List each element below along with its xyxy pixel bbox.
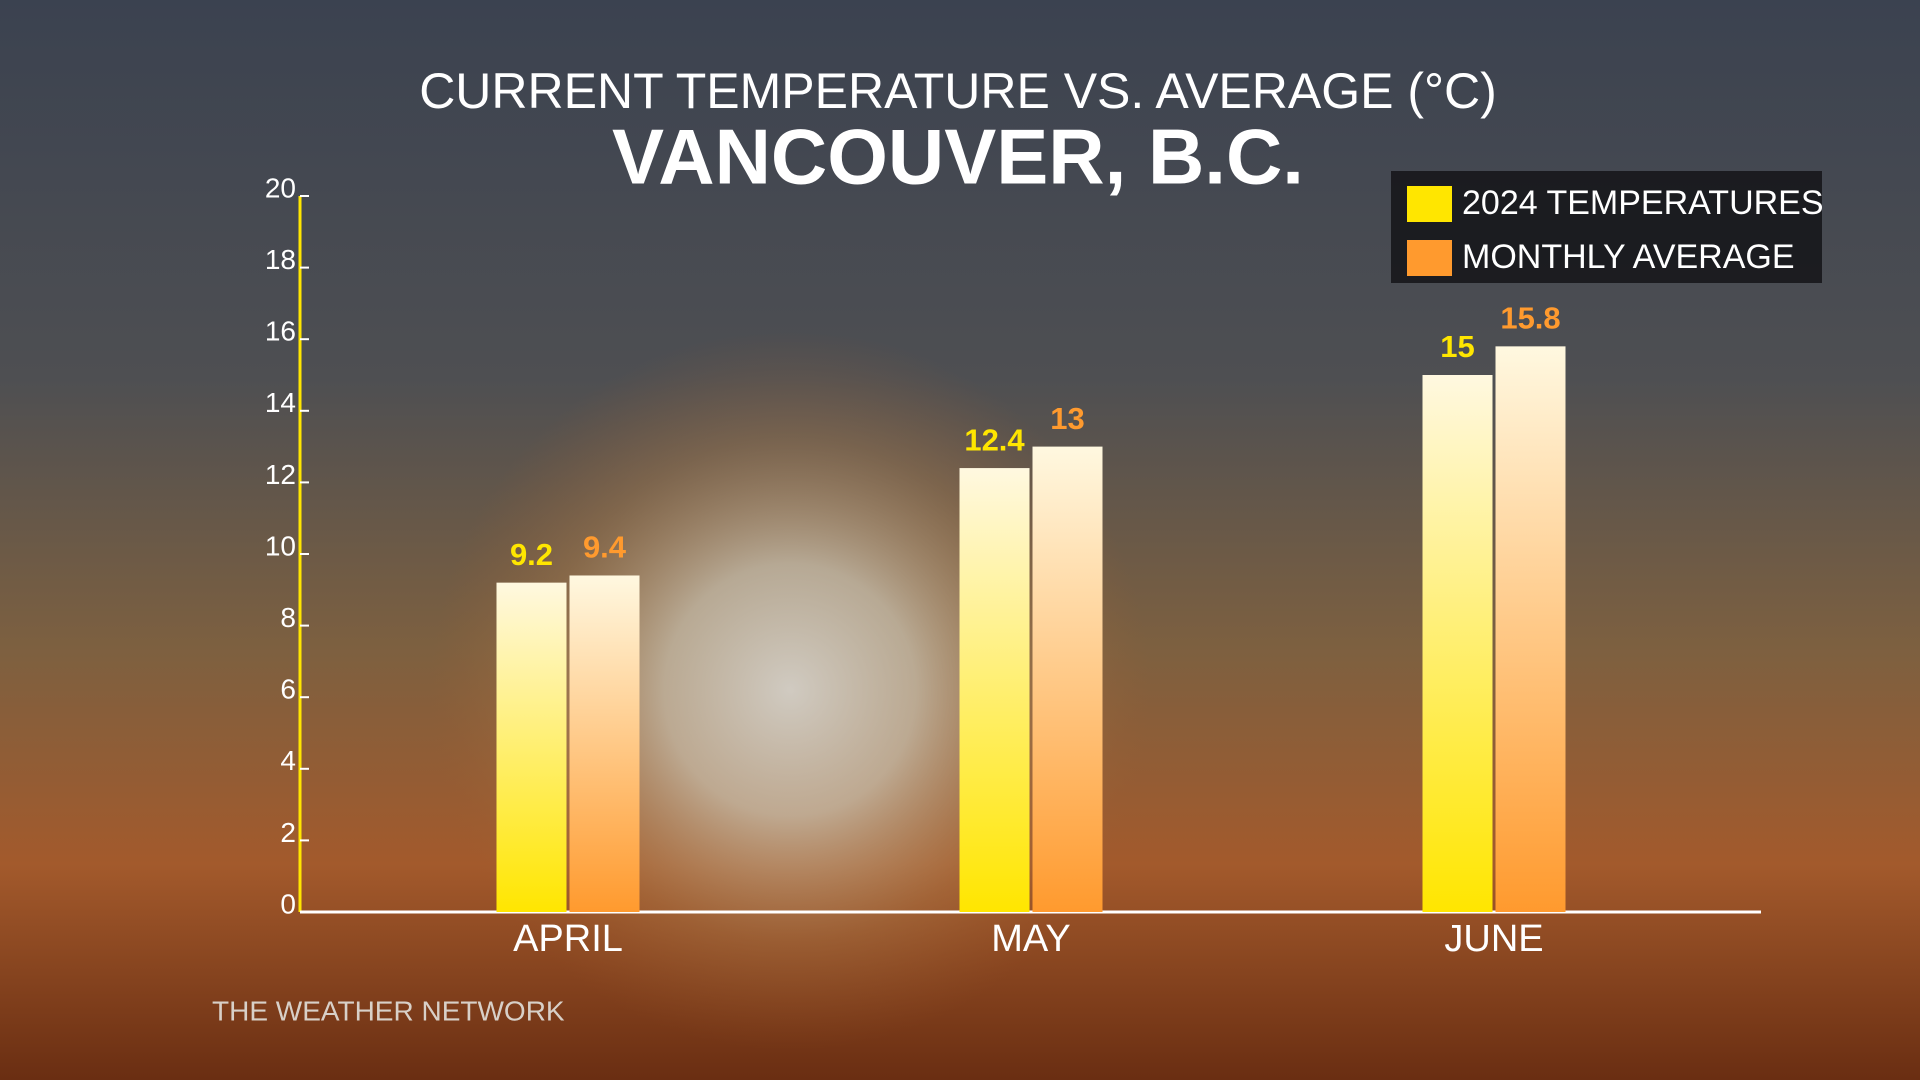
- y-tick-label: 4: [280, 745, 296, 776]
- value-label: 15: [1440, 329, 1474, 364]
- bar: [496, 582, 567, 912]
- y-tick-label: 6: [280, 674, 296, 705]
- y-tick-label: 8: [280, 602, 296, 633]
- legend: 2024 TEMPERATURES MONTHLY AVERAGE: [1391, 171, 1824, 283]
- legend-label: 2024 TEMPERATURES: [1462, 184, 1824, 222]
- value-label: 9.2: [510, 537, 553, 572]
- legend-box: [1391, 171, 1822, 283]
- x-tick-label: MAY: [991, 918, 1071, 960]
- x-tick-label: APRIL: [513, 918, 623, 960]
- chart-title: CURRENT TEMPERATURE VS. AVERAGE (°C): [419, 63, 1497, 119]
- bar: [1422, 375, 1493, 912]
- bar: [1032, 446, 1103, 912]
- chart-subtitle: VANCOUVER, B.C.: [612, 113, 1304, 201]
- y-tick-label: 10: [265, 530, 296, 561]
- y-tick-label: 18: [265, 244, 296, 275]
- y-tick-label: 14: [265, 387, 296, 418]
- legend-swatch: [1407, 186, 1452, 222]
- value-label: 15.8: [1500, 301, 1560, 336]
- bar: [1495, 346, 1566, 912]
- y-tick-label: 0: [280, 888, 296, 919]
- legend-label: MONTHLY AVERAGE: [1462, 238, 1795, 276]
- value-label: 13: [1050, 401, 1084, 436]
- bar: [959, 468, 1030, 912]
- source: THE WEATHER NETWORK: [212, 995, 565, 1026]
- y-tick-label: 20: [265, 172, 296, 203]
- x-tick-label: JUNE: [1444, 918, 1543, 960]
- value-label: 9.4: [583, 530, 627, 565]
- y-tick-label: 2: [280, 817, 296, 848]
- legend-swatch: [1407, 240, 1452, 276]
- y-tick-label: 16: [265, 316, 296, 347]
- value-label: 12.4: [964, 422, 1025, 457]
- y-tick-label: 12: [265, 459, 296, 490]
- bar: [569, 575, 640, 912]
